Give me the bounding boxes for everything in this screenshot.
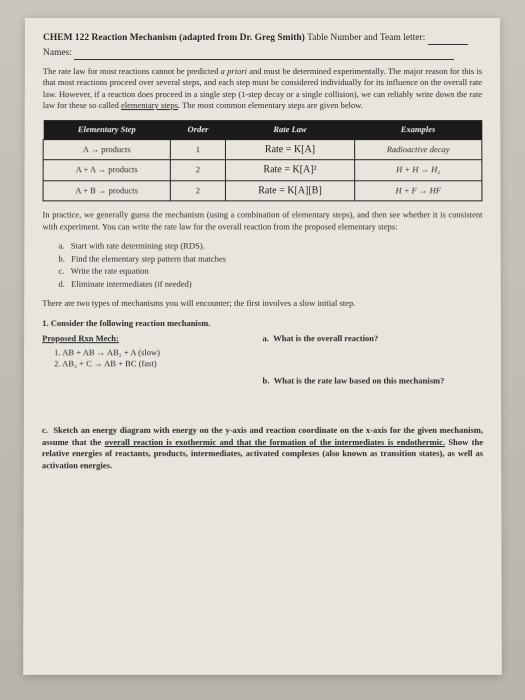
table-row: A + A → products 2 Rate = K[A]² H + H → … (43, 160, 482, 181)
worksheet-page: CHEM 122 Reaction Mechanism (adapted fro… (23, 18, 502, 675)
steps-list: a. Start with rate determining step (RDS… (58, 241, 482, 290)
mech-line: 1. AB + AB → AB₂ + A (slow) (54, 347, 262, 359)
practice-paragraph: In practice, we generally guess the mech… (42, 210, 482, 233)
header-line: CHEM 122 Reaction Mechanism (adapted fro… (43, 32, 482, 45)
col-order: Order (170, 120, 225, 140)
two-types-text: There are two types of mechanisms you wi… (42, 298, 482, 310)
table-label: Table Number and Team letter: (307, 33, 425, 43)
course-title: CHEM 122 Reaction Mechanism (adapted fro… (43, 33, 305, 43)
question-b: b. What is the rate law based on this me… (263, 375, 483, 387)
names-field[interactable] (74, 50, 454, 60)
mech-right: a. What is the overall reaction? b. What… (263, 333, 483, 386)
table-row: A → products 1 Rate = K[A] Radioactive d… (43, 140, 482, 161)
proposed-title: Proposed Rxn Mech: (42, 333, 262, 345)
elementary-steps-table: Elementary Step Order Rate Law Examples … (43, 120, 483, 202)
mechanism-section: Proposed Rxn Mech: 1. AB + AB → AB₂ + A … (42, 333, 483, 386)
names-label: Names: (43, 48, 72, 58)
list-item: b. Find the elementary step pattern that… (58, 253, 482, 265)
part-c: c. Sketch an energy diagram with energy … (42, 425, 483, 471)
spacer (42, 387, 483, 417)
table-header-row: Elementary Step Order Rate Law Examples (43, 120, 482, 140)
mech-line: 2. AB₂ + C → AB + BC (fast) (54, 358, 262, 370)
col-step: Elementary Step (43, 120, 170, 140)
mech-list: 1. AB + AB → AB₂ + A (slow) 2. AB₂ + C →… (54, 347, 262, 370)
table-row: A + B → products 2 Rate = K[A][B] H + F … (43, 181, 482, 202)
col-rate: Rate Law (226, 120, 355, 140)
q1-title: 1. Consider the following reaction mecha… (42, 318, 483, 330)
col-examples: Examples (354, 120, 481, 140)
mech-left: Proposed Rxn Mech: 1. AB + AB → AB₂ + A … (42, 333, 262, 386)
table-field[interactable] (428, 35, 468, 45)
list-item: d. Eliminate intermediates (if needed) (58, 279, 482, 291)
names-line: Names: (43, 47, 482, 60)
intro-paragraph: The rate law for most reactions cannot b… (43, 66, 482, 112)
list-item: a. Start with rate determining step (RDS… (58, 241, 482, 253)
list-item: c. Write the rate equation (58, 266, 482, 278)
question-a: a. What is the overall reaction? (263, 333, 483, 345)
